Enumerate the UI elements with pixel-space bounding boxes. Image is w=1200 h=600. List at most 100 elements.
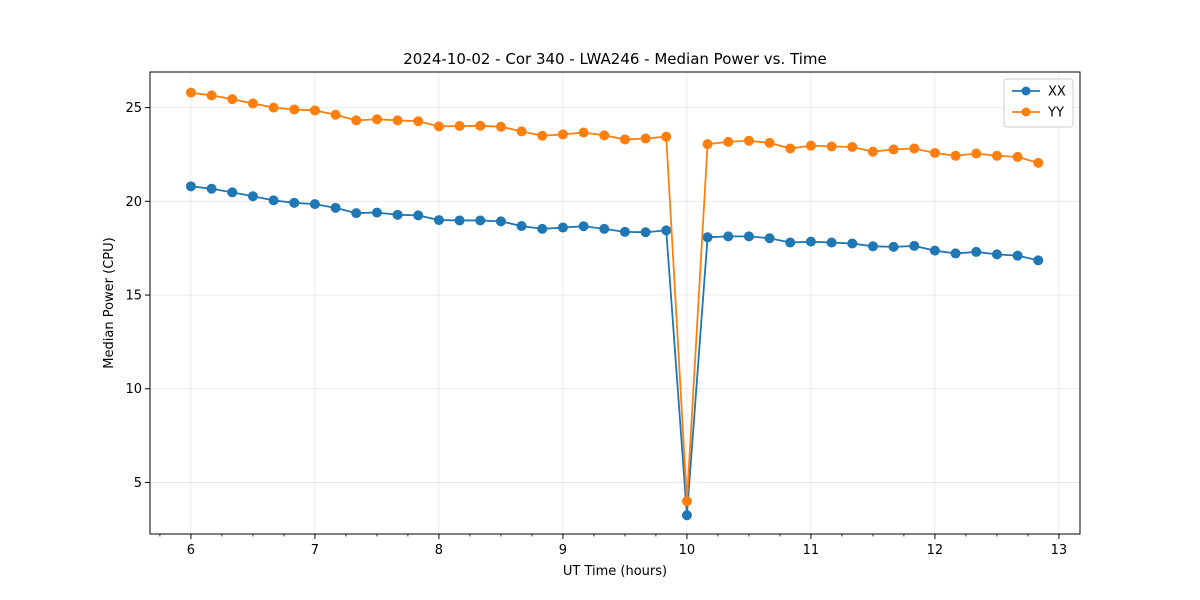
data-point-xx xyxy=(351,208,362,219)
data-point-xx xyxy=(723,231,734,242)
legend: XX YY xyxy=(1003,78,1074,128)
data-point-yy xyxy=(681,496,692,507)
data-point-xx xyxy=(971,246,982,257)
data-point-xx xyxy=(805,236,816,247)
x-tick-label: 6 xyxy=(187,543,195,558)
data-point-xx xyxy=(537,223,548,234)
data-point-yy xyxy=(619,134,630,145)
data-point-xx xyxy=(826,237,837,248)
data-point-xx xyxy=(578,221,589,232)
x-tick-label: 7 xyxy=(311,543,319,558)
data-point-xx xyxy=(619,226,630,237)
data-point-yy xyxy=(785,143,796,154)
data-point-yy xyxy=(702,139,713,150)
data-point-xx xyxy=(1033,255,1044,266)
data-point-xx xyxy=(247,191,258,202)
data-point-xx xyxy=(557,222,568,233)
data-point-xx xyxy=(371,207,382,218)
data-point-yy xyxy=(640,133,651,144)
series-layer xyxy=(185,87,1044,521)
x-tick-label: 8 xyxy=(435,543,443,558)
legend-item-xx: XX xyxy=(1012,85,1066,100)
data-point-xx xyxy=(785,237,796,248)
data-point-yy xyxy=(557,129,568,140)
x-tick-label: 12 xyxy=(927,543,944,558)
data-point-yy xyxy=(371,114,382,125)
data-point-xx xyxy=(516,221,527,232)
data-point-yy xyxy=(351,115,362,126)
data-point-yy xyxy=(888,144,899,155)
data-point-xx xyxy=(764,233,775,244)
y-tick-label: 20 xyxy=(125,195,142,210)
data-point-yy xyxy=(309,105,320,116)
data-point-yy xyxy=(847,141,858,152)
data-point-yy xyxy=(185,87,196,98)
data-point-xx xyxy=(847,238,858,249)
data-point-yy xyxy=(950,150,961,161)
data-point-yy xyxy=(971,148,982,159)
data-point-yy xyxy=(991,150,1002,161)
data-point-xx xyxy=(743,231,754,242)
data-point-yy xyxy=(929,147,940,158)
data-point-xx xyxy=(227,187,238,198)
data-point-yy xyxy=(495,121,506,132)
data-point-yy xyxy=(743,135,754,146)
data-point-yy xyxy=(516,126,527,137)
data-point-yy xyxy=(599,130,610,141)
data-point-yy xyxy=(537,130,548,141)
data-point-xx xyxy=(392,209,403,220)
data-point-xx xyxy=(185,181,196,192)
data-point-yy xyxy=(206,90,217,101)
data-point-yy xyxy=(413,116,424,127)
data-point-yy xyxy=(330,109,341,120)
data-point-yy xyxy=(392,115,403,126)
x-tick-label: 10 xyxy=(679,543,696,558)
data-point-yy xyxy=(475,120,486,131)
legend-item-yy: YY xyxy=(1012,106,1064,121)
x-tick-label: 9 xyxy=(559,543,567,558)
data-point-yy xyxy=(433,121,444,132)
data-point-xx xyxy=(475,215,486,226)
x-tick-label: 13 xyxy=(1051,543,1068,558)
data-point-yy xyxy=(454,120,465,131)
data-point-yy xyxy=(289,104,300,115)
y-tick-label: 25 xyxy=(125,101,142,116)
data-point-xx xyxy=(309,199,320,210)
data-point-xx xyxy=(268,195,279,206)
series-yy xyxy=(185,87,1044,507)
data-point-xx xyxy=(599,223,610,234)
legend-marker xyxy=(1021,107,1031,117)
x-tick-label: 11 xyxy=(803,543,820,558)
data-point-yy xyxy=(723,136,734,147)
data-point-xx xyxy=(950,248,961,259)
legend-label: XX xyxy=(1048,85,1066,100)
legend-label: YY xyxy=(1047,106,1064,121)
y-tick-label: 15 xyxy=(125,289,142,304)
data-point-xx xyxy=(661,225,672,236)
data-point-xx xyxy=(681,510,692,521)
data-point-xx xyxy=(206,183,217,194)
data-point-yy xyxy=(867,146,878,157)
x-axis-label: UT Time (hours) xyxy=(563,564,667,579)
data-point-yy xyxy=(1033,157,1044,168)
ticks: 6 7 8 9 10 11 12 13 5 10 15 20 25 xyxy=(125,101,1067,558)
data-point-yy xyxy=(826,141,837,152)
data-point-yy xyxy=(268,102,279,113)
y-axis-label: Median Power (CPU) xyxy=(102,237,117,368)
data-point-xx xyxy=(909,240,920,251)
data-point-yy xyxy=(661,131,672,142)
data-point-xx xyxy=(433,215,444,226)
data-point-xx xyxy=(991,249,1002,260)
y-tick-label: 10 xyxy=(125,382,142,397)
plot-frame xyxy=(149,71,1081,535)
data-point-yy xyxy=(764,137,775,148)
data-point-xx xyxy=(929,245,940,256)
data-point-yy xyxy=(578,127,589,138)
data-point-xx xyxy=(888,241,899,252)
data-point-yy xyxy=(227,94,238,105)
data-point-yy xyxy=(1012,151,1023,162)
y-tick-label: 5 xyxy=(134,476,142,491)
data-point-yy xyxy=(909,143,920,154)
data-point-xx xyxy=(702,232,713,243)
